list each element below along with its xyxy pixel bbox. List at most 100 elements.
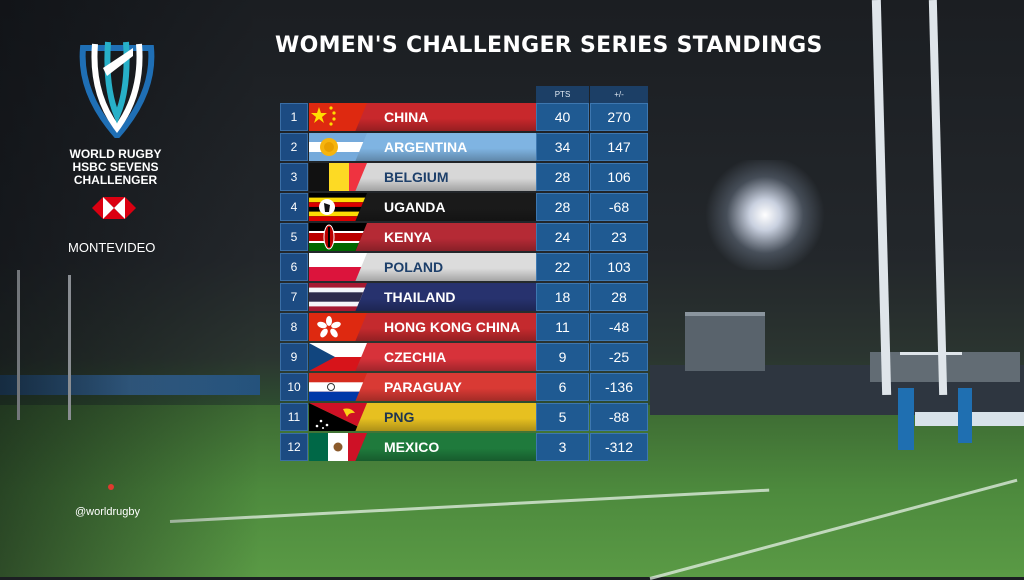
- points-difference-cell: -68: [590, 193, 648, 221]
- points-cell: 28: [536, 193, 589, 221]
- goal-crossbar: [900, 352, 962, 355]
- team-cell: ARGENTINA: [309, 133, 536, 161]
- page-title: WOMEN'S CHALLENGER SERIES STANDINGS: [275, 33, 823, 58]
- rank-cell: 12: [280, 433, 308, 461]
- standings-row: 10 PARAGUAY 6 -136: [280, 373, 648, 401]
- standings-row: 9 CZECHIA 9 -25: [280, 343, 648, 371]
- rank-cell: 5: [280, 223, 308, 251]
- points-cell: 5: [536, 403, 589, 431]
- team-cell: MEXICO: [309, 433, 536, 461]
- points-difference-cell: 103: [590, 253, 648, 281]
- kenya-flag-icon: [309, 223, 367, 251]
- paraguay-flag-icon: [309, 373, 367, 401]
- rank-cell: 10: [280, 373, 308, 401]
- standings-row: 1 CHINA 40 270: [280, 103, 648, 131]
- points-cell: 34: [536, 133, 589, 161]
- points-cell: 40: [536, 103, 589, 131]
- points-cell: 28: [536, 163, 589, 191]
- team-name: UGANDA: [384, 199, 446, 215]
- thailand-flag-icon: [309, 283, 367, 311]
- china-flag-icon: [309, 103, 367, 131]
- standings-row: 2 ARGENTINA 34 147: [280, 133, 648, 161]
- team-name: CZECHIA: [384, 349, 447, 365]
- team-name: ARGENTINA: [384, 139, 468, 155]
- goal-post-pad-right: [958, 388, 972, 443]
- standings-row: 12 MEXICO 3 -312: [280, 433, 648, 461]
- points-cell: 3: [536, 433, 589, 461]
- logo-line-1: WORLD RUGBY: [69, 147, 162, 161]
- standings-row: 3 BELGIUM 28 106: [280, 163, 648, 191]
- floodlight: [700, 160, 830, 270]
- hong-kong-flag-icon: [309, 313, 367, 341]
- points-difference-cell: -312: [590, 433, 648, 461]
- team-cell: PARAGUAY: [309, 373, 536, 401]
- poland-flag-icon: [309, 253, 367, 281]
- uganda-flag-icon: [309, 193, 367, 221]
- team-cell: KENYA: [309, 223, 536, 251]
- goal-post-pad-left: [898, 388, 914, 450]
- team-cell: CZECHIA: [309, 343, 536, 371]
- pts-header: PTS: [536, 86, 589, 103]
- team-name: CHINA: [384, 109, 429, 125]
- rank-cell: 3: [280, 163, 308, 191]
- team-cell: THAILAND: [309, 283, 536, 311]
- social-handle-text: @worldrugby: [75, 506, 140, 518]
- team-name: MEXICO: [384, 439, 440, 455]
- team-cell: UGANDA: [309, 193, 536, 221]
- world-rugby-logo-icon: [79, 41, 155, 138]
- points-difference-cell: 23: [590, 223, 648, 251]
- rank-cell: 8: [280, 313, 308, 341]
- mexico-flag-icon: [309, 433, 367, 461]
- points-difference-cell: -48: [590, 313, 648, 341]
- points-difference-cell: 147: [590, 133, 648, 161]
- logo-line-2: HSBC SEVENS: [72, 160, 159, 174]
- team-name: POLAND: [384, 259, 444, 275]
- standings-header: PTS +/-: [536, 86, 648, 103]
- points-difference-cell: -88: [590, 403, 648, 431]
- png-flag-icon: [309, 403, 367, 431]
- standings-row: 6 POLAND 22 103: [280, 253, 648, 281]
- left-shade: [0, 0, 260, 577]
- team-name: KENYA: [384, 229, 432, 245]
- venue-label: MONTEVIDEO: [68, 240, 156, 255]
- rank-cell: 7: [280, 283, 308, 311]
- rank-cell: 1: [280, 103, 308, 131]
- points-cell: 24: [536, 223, 589, 251]
- standings-row: 5 KENYA 24 23: [280, 223, 648, 251]
- team-cell: HONG KONG CHINA: [309, 313, 536, 341]
- standings-row: 8 HONG KONG CHINA 11 -48: [280, 313, 648, 341]
- social-handle: @worldrugby: [75, 484, 140, 518]
- goal-post-right: [928, 0, 948, 396]
- logo-line-3: CHALLENGER: [73, 173, 158, 187]
- points-difference-cell: 270: [590, 103, 648, 131]
- team-name: BELGIUM: [384, 169, 449, 185]
- standings-row: 11 PNG 5 -88: [280, 403, 648, 431]
- diff-header: +/-: [590, 86, 648, 103]
- team-cell: PNG: [309, 403, 536, 431]
- points-cell: 11: [536, 313, 589, 341]
- team-name: HONG KONG CHINA: [384, 319, 521, 335]
- points-cell: 9: [536, 343, 589, 371]
- points-difference-cell: -136: [590, 373, 648, 401]
- points-difference-cell: 28: [590, 283, 648, 311]
- rank-cell: 6: [280, 253, 308, 281]
- team-name: PARAGUAY: [384, 379, 462, 395]
- team-name: PNG: [384, 409, 415, 425]
- team-name: THAILAND: [384, 289, 456, 305]
- argentina-flag-icon: [309, 133, 367, 161]
- team-cell: POLAND: [309, 253, 536, 281]
- standings-row: 7 THAILAND 18 28: [280, 283, 648, 311]
- team-cell: BELGIUM: [309, 163, 536, 191]
- points-cell: 6: [536, 373, 589, 401]
- team-cell: CHINA: [309, 103, 536, 131]
- event-logo-text: WORLD RUGBY HSBC SEVENS CHALLENGER: [48, 148, 183, 187]
- points-cell: 22: [536, 253, 589, 281]
- points-difference-cell: -25: [590, 343, 648, 371]
- points-cell: 18: [536, 283, 589, 311]
- hsbc-logo-icon: [92, 197, 136, 219]
- record-dot-icon: [108, 484, 114, 490]
- czechia-flag-icon: [309, 343, 367, 371]
- rank-cell: 9: [280, 343, 308, 371]
- belgium-flag-icon: [309, 163, 367, 191]
- rank-cell: 11: [280, 403, 308, 431]
